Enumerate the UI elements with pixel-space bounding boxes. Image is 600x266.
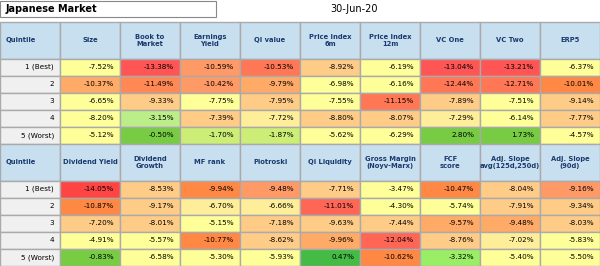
Text: Japanese Market: Japanese Market (6, 4, 98, 14)
Text: 30-Jun-20: 30-Jun-20 (330, 4, 377, 14)
FancyBboxPatch shape (0, 1, 216, 17)
